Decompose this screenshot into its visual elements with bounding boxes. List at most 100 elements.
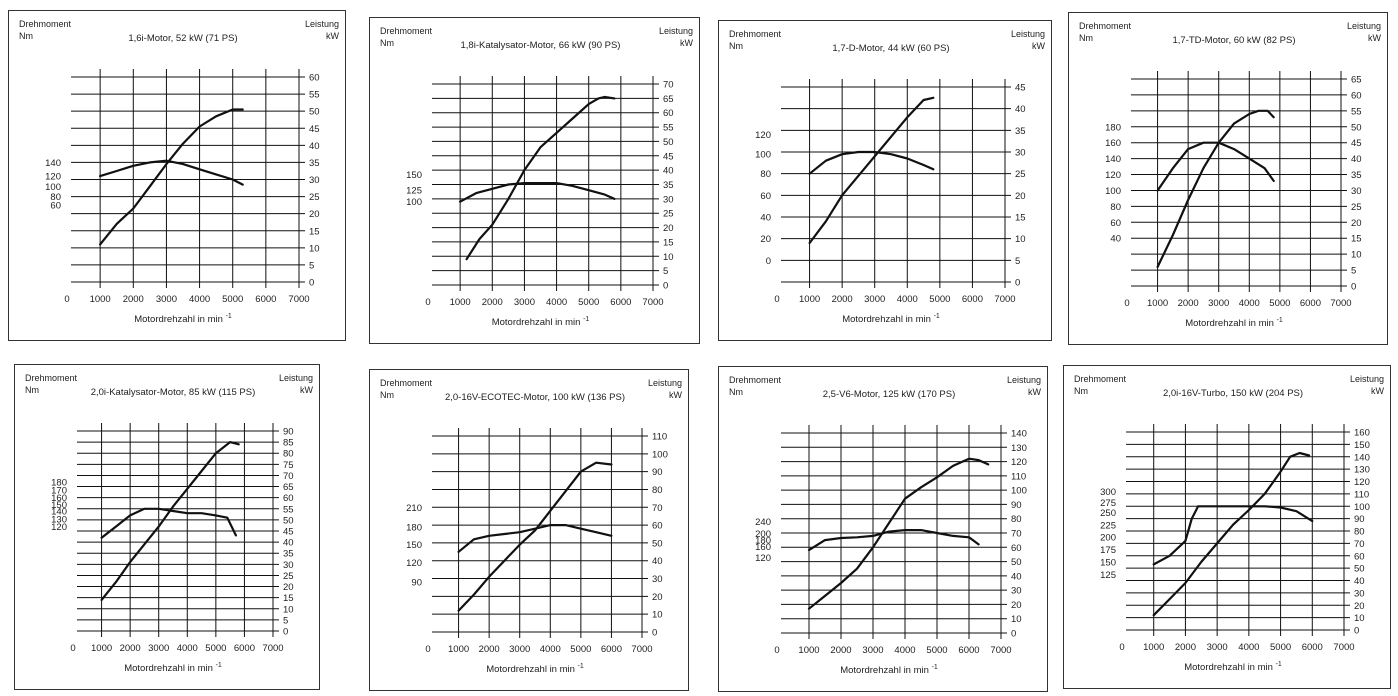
torque-tick-label: 140 bbox=[45, 158, 61, 169]
torque-tick-label: 120 bbox=[1105, 170, 1121, 181]
torque-tick-label: 180 bbox=[51, 478, 67, 489]
x-tick-label: 5000 bbox=[1270, 642, 1291, 653]
power-unit-label: kW bbox=[669, 390, 683, 400]
torque-tick-label: 175 bbox=[1100, 545, 1116, 556]
engine-chart-2: Drehmoment Nm Leistung kW 1,8i-Katalysator-M… bbox=[380, 26, 694, 328]
power-tick-label: 110 bbox=[652, 432, 667, 443]
power-tick-label: 0 bbox=[1011, 629, 1016, 640]
power-tick-label: 45 bbox=[1015, 83, 1026, 94]
torque-unit-label: Nm bbox=[380, 38, 394, 48]
power-tick-label: 50 bbox=[1011, 557, 1022, 568]
power-tick-label: 140 bbox=[1354, 452, 1370, 463]
power-tick-label: 60 bbox=[663, 108, 674, 119]
x-tick-label: 6000 bbox=[1302, 642, 1323, 653]
chart-title: 1,6i-Motor, 52 kW (71 PS) bbox=[128, 33, 237, 44]
power-tick-label: 90 bbox=[1011, 500, 1022, 511]
chart-title: 2,0i-Katalysator-Motor, 85 kW (115 PS) bbox=[91, 387, 256, 398]
power-unit-label: kW bbox=[300, 385, 314, 395]
power-tick-label: 30 bbox=[283, 560, 294, 571]
power-tick-label: 0 bbox=[1015, 278, 1020, 289]
power-tick-label: 15 bbox=[1351, 234, 1362, 245]
power-tick-label: 0 bbox=[652, 628, 657, 639]
power-tick-label: 15 bbox=[1015, 213, 1026, 224]
power-tick-label: 5 bbox=[283, 615, 288, 626]
x-tick-label: 7000 bbox=[994, 294, 1015, 305]
x-tick-label: 7000 bbox=[1330, 298, 1351, 309]
x-tick-label: 1000 bbox=[1147, 298, 1168, 309]
power-tick-label: 60 bbox=[309, 73, 320, 84]
power-tick-label: 85 bbox=[283, 438, 294, 449]
power-tick-label: 0 bbox=[1354, 626, 1359, 637]
torque-tick-label: 80 bbox=[50, 192, 61, 203]
x-tick-label: 7000 bbox=[631, 644, 652, 655]
power-curve bbox=[1152, 451, 1311, 617]
power-tick-label: 150 bbox=[1354, 440, 1370, 451]
power-tick-label: 0 bbox=[283, 627, 288, 638]
power-tick-label: 70 bbox=[1354, 539, 1365, 550]
power-tick-label: 55 bbox=[1351, 106, 1362, 117]
panel-8: Drehmoment Nm Leistung kW 2,0i-16V-Turbo, 15… bbox=[1063, 365, 1391, 689]
power-axis-label: Leistung bbox=[659, 26, 693, 36]
power-tick-label: 25 bbox=[1351, 202, 1362, 213]
power-tick-label: 110 bbox=[1354, 489, 1369, 500]
x-tick-label: 3000 bbox=[1208, 298, 1229, 309]
torque-tick-label: 140 bbox=[51, 507, 67, 518]
x-axis-label: Motordrehzahl in min -1 bbox=[840, 664, 938, 676]
power-tick-label: 110 bbox=[1011, 471, 1026, 482]
x-tick-label: 6000 bbox=[610, 297, 631, 308]
x-axis-label-text: Motordrehzahl in min bbox=[1185, 318, 1276, 329]
engine-chart-3: Drehmoment Nm Leistung kW 1,7-D-Motor, 44 kW… bbox=[729, 29, 1046, 325]
x-axis-label: Motordrehzahl in min -1 bbox=[134, 313, 232, 325]
power-tick-label: 30 bbox=[652, 574, 663, 585]
x-axis-label-text: Motordrehzahl in min bbox=[492, 317, 583, 328]
power-tick-label: 30 bbox=[663, 194, 674, 205]
x-tick-label: 6000 bbox=[958, 645, 979, 656]
x-tick-label: 4000 bbox=[189, 294, 210, 305]
power-tick-label: 70 bbox=[1011, 529, 1022, 540]
x-tick-label: 7000 bbox=[288, 294, 309, 305]
power-curve bbox=[807, 457, 990, 610]
power-tick-label: 65 bbox=[1351, 75, 1362, 86]
torque-unit-label: Nm bbox=[25, 385, 39, 395]
power-tick-label: 10 bbox=[1011, 614, 1022, 625]
x-tick-label: 3000 bbox=[156, 294, 177, 305]
power-tick-label: 0 bbox=[663, 281, 668, 292]
power-tick-label: 10 bbox=[1015, 234, 1026, 245]
x-axis-label-superscript: -1 bbox=[583, 316, 589, 323]
power-curve bbox=[457, 461, 613, 612]
x-tick-label: 0 bbox=[425, 297, 430, 308]
power-tick-label: 40 bbox=[1015, 104, 1026, 115]
power-axis-label: Leistung bbox=[648, 378, 682, 388]
x-axis-label-superscript: -1 bbox=[1276, 661, 1282, 668]
x-tick-label: 5000 bbox=[222, 294, 243, 305]
torque-tick-label: 60 bbox=[50, 201, 61, 212]
torque-tick-label: 120 bbox=[406, 558, 422, 569]
power-unit-label: kW bbox=[1028, 387, 1042, 397]
torque-curve bbox=[100, 507, 237, 539]
engine-chart-5: Drehmoment Nm Leistung kW 2,0i-Katalysator-M… bbox=[25, 373, 314, 674]
torque-tick-label: 80 bbox=[760, 169, 771, 180]
power-tick-label: 100 bbox=[652, 449, 668, 460]
power-tick-label: 45 bbox=[663, 151, 674, 162]
power-tick-label: 10 bbox=[283, 604, 294, 615]
panel-3: Drehmoment Nm Leistung kW 1,7-D-Motor, 44 kW… bbox=[718, 20, 1052, 341]
power-tick-label: 40 bbox=[283, 538, 294, 549]
x-tick-label: 5000 bbox=[1269, 298, 1290, 309]
power-tick-label: 60 bbox=[283, 493, 294, 504]
power-tick-label: 65 bbox=[663, 94, 674, 105]
power-tick-label: 10 bbox=[1351, 250, 1362, 261]
x-tick-label: 4000 bbox=[540, 644, 561, 655]
x-tick-label: 2000 bbox=[479, 644, 500, 655]
torque-axis-label: Drehmoment bbox=[25, 373, 78, 383]
torque-tick-label: 120 bbox=[755, 130, 771, 141]
power-tick-label: 60 bbox=[652, 521, 663, 532]
panel-6: Drehmoment Nm Leistung kW 2,0-16V-ECOTEC-Mot… bbox=[369, 369, 689, 691]
x-tick-label: 5000 bbox=[929, 294, 950, 305]
x-tick-label: 3000 bbox=[864, 294, 885, 305]
x-tick-label: 5000 bbox=[926, 645, 947, 656]
x-tick-label: 5000 bbox=[578, 297, 599, 308]
x-tick-label: 4000 bbox=[546, 297, 567, 308]
torque-axis-label: Drehmoment bbox=[1074, 374, 1127, 384]
power-tick-label: 100 bbox=[1354, 502, 1370, 513]
x-tick-label: 2000 bbox=[832, 294, 853, 305]
